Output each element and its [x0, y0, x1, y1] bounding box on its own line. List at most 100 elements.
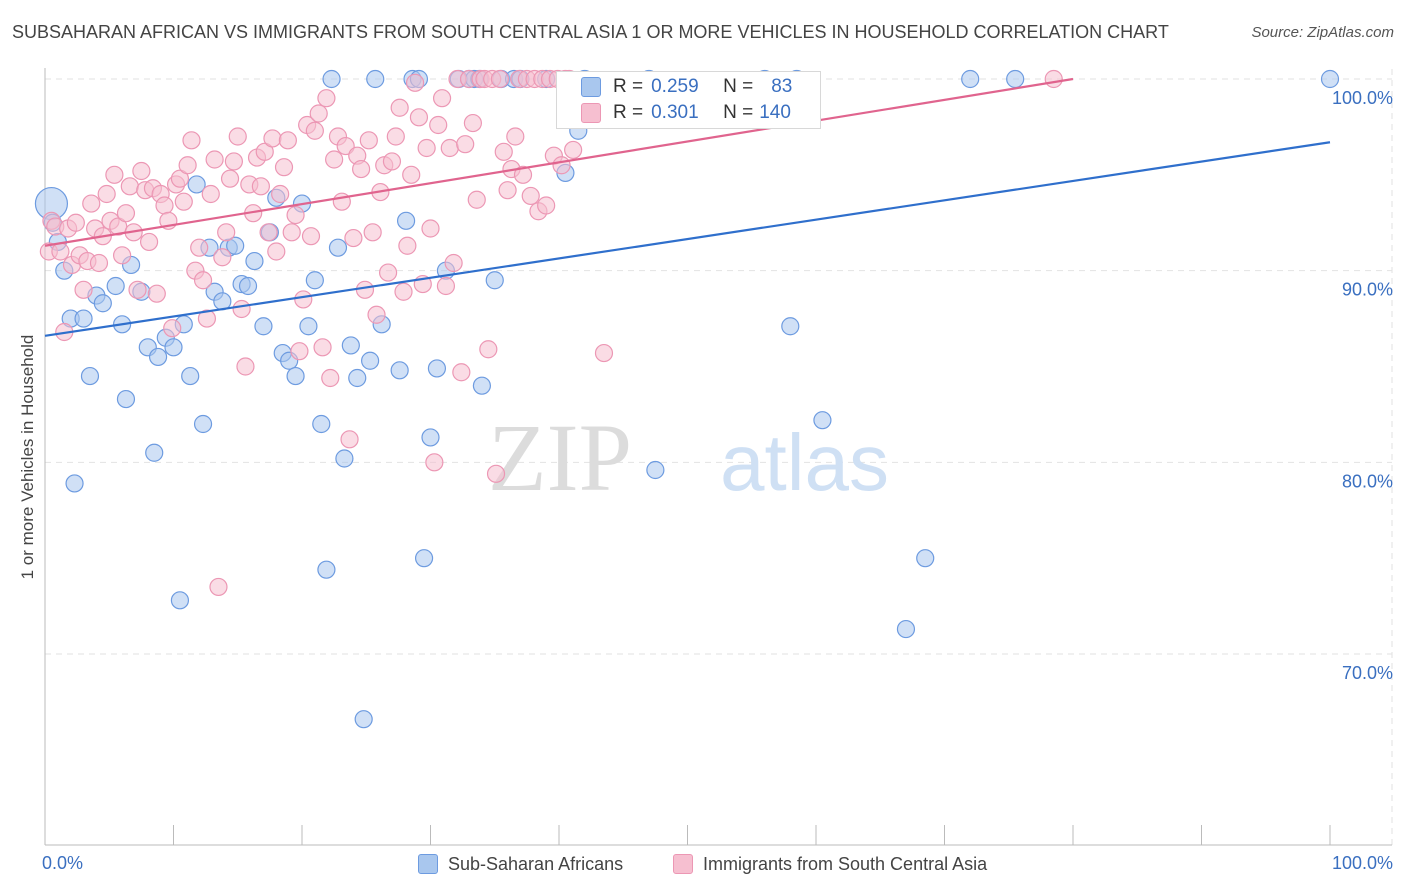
- data-point-south-central-asia: [309, 104, 328, 123]
- data-point-sub-saharan: [328, 238, 348, 257]
- data-point-sub-saharan: [390, 361, 409, 380]
- x-tick-label: 0.0%: [42, 853, 83, 873]
- legend-r-label: R =: [613, 76, 644, 97]
- data-point-south-central-asia: [263, 129, 282, 148]
- data-point-south-central-asia: [147, 284, 166, 303]
- data-point-sub-saharan: [421, 428, 440, 447]
- y-tick-label: 90.0%: [1342, 280, 1393, 300]
- data-point-south-central-asia: [321, 368, 340, 388]
- data-point-south-central-asia: [436, 276, 456, 296]
- y-tick-label: 100.0%: [1332, 88, 1393, 108]
- data-point-south-central-asia: [452, 363, 471, 382]
- data-point-south-central-asia: [521, 186, 540, 206]
- data-point-sub-saharan: [896, 619, 916, 639]
- data-point-south-central-asia: [128, 280, 147, 299]
- data-point-south-central-asia: [89, 253, 109, 273]
- data-point-sub-saharan: [238, 276, 258, 296]
- data-point-south-central-asia: [197, 309, 217, 328]
- data-point-south-central-asia: [402, 165, 421, 184]
- data-point-sub-saharan: [148, 347, 168, 367]
- data-point-south-central-asia: [463, 113, 483, 133]
- data-point-south-central-asia: [51, 242, 70, 261]
- data-point-south-central-asia: [251, 177, 270, 196]
- data-point-sub-saharan: [145, 443, 164, 462]
- legend-n-value: 140: [759, 102, 791, 123]
- data-point-sub-saharan: [348, 368, 367, 388]
- data-point-south-central-asia: [271, 184, 290, 204]
- data-point-sub-saharan: [322, 69, 341, 89]
- series-points-south-central-asia: [39, 69, 1063, 597]
- data-point-south-central-asia: [417, 138, 436, 158]
- data-point-sub-saharan: [781, 317, 800, 336]
- data-point-sub-saharan: [65, 474, 84, 493]
- legend-r-label: R =: [613, 102, 644, 123]
- data-point-sub-saharan: [226, 236, 245, 255]
- data-point-sub-saharan: [472, 376, 491, 395]
- watermark-zip: ZIP: [488, 404, 632, 511]
- legend-row-sub-saharan: R = 0.259 N = 83: [581, 74, 793, 100]
- data-point-sub-saharan: [305, 271, 324, 290]
- data-point-south-central-asia: [386, 127, 405, 146]
- data-point-sub-saharan: [916, 549, 935, 568]
- data-point-south-central-asia: [498, 181, 517, 200]
- data-point-sub-saharan: [170, 591, 190, 610]
- data-point-sub-saharan: [193, 414, 213, 434]
- data-point-south-central-asia: [97, 184, 116, 204]
- data-point-south-central-asia: [594, 343, 614, 363]
- data-point-south-central-asia: [378, 263, 398, 282]
- data-point-south-central-asia: [409, 108, 429, 127]
- data-point-sub-saharan: [414, 549, 434, 568]
- data-point-south-central-asia: [139, 232, 159, 252]
- bottom-legend-south-central-asia: Immigrants from South Central Asia: [673, 852, 987, 876]
- data-point-sub-saharan: [366, 69, 385, 89]
- data-point-south-central-asia: [224, 152, 243, 171]
- data-point-south-central-asia: [209, 577, 228, 597]
- data-point-south-central-asia: [506, 127, 525, 146]
- data-point-south-central-asia: [340, 430, 359, 449]
- data-point-sub-saharan: [1320, 69, 1340, 89]
- data-point-sub-saharan: [164, 338, 183, 357]
- data-point-south-central-asia: [382, 152, 402, 171]
- data-point-south-central-asia: [205, 150, 224, 169]
- data-point-south-central-asia: [255, 142, 274, 161]
- data-point-south-central-asia: [552, 156, 571, 175]
- data-point-sub-saharan: [961, 69, 980, 89]
- data-point-sub-saharan: [254, 317, 273, 336]
- trend-line-south-central-asia: [44, 77, 1074, 247]
- data-point-south-central-asia: [217, 223, 236, 242]
- y-axis-label: 1 or more Vehicles in Household: [18, 334, 37, 580]
- legend-r-value: 0.301: [651, 102, 699, 123]
- data-point-sub-saharan: [93, 294, 112, 313]
- data-point-south-central-asia: [274, 158, 294, 177]
- data-point-sub-saharan: [116, 389, 136, 409]
- data-point-south-central-asia: [394, 282, 413, 301]
- data-point-south-central-asia: [116, 204, 136, 223]
- data-point-south-central-asia: [301, 227, 321, 246]
- data-point-south-central-asia: [1044, 69, 1063, 89]
- data-point-south-central-asia: [398, 236, 417, 255]
- data-point-sub-saharan: [286, 366, 305, 386]
- data-point-south-central-asia: [105, 165, 124, 184]
- data-point-sub-saharan: [299, 317, 318, 336]
- data-point-south-central-asia: [178, 156, 197, 175]
- x-tick-label: 100.0%: [1332, 853, 1393, 873]
- data-point-south-central-asia: [355, 280, 375, 299]
- source-credit: Source: ZipAtlas.com: [1251, 24, 1394, 41]
- data-point-south-central-asia: [440, 138, 459, 158]
- data-point-south-central-asia: [282, 223, 301, 242]
- data-point-sub-saharan: [317, 560, 336, 579]
- data-point-south-central-asia: [564, 140, 583, 160]
- data-point-south-central-asia: [513, 165, 533, 184]
- data-point-south-central-asia: [537, 196, 556, 215]
- data-point-south-central-asia: [82, 194, 101, 213]
- data-point-south-central-asia: [290, 342, 309, 361]
- data-point-south-central-asia: [66, 213, 85, 232]
- data-point-sub-saharan: [245, 251, 264, 271]
- data-point-south-central-asia: [155, 196, 174, 215]
- data-point-south-central-asia: [359, 131, 378, 150]
- data-point-south-central-asia: [286, 205, 305, 225]
- data-point-south-central-asia: [390, 98, 409, 117]
- legend-n-value: 83: [771, 76, 793, 97]
- data-point-sub-saharan: [106, 276, 125, 296]
- data-point-south-central-asia: [486, 464, 506, 483]
